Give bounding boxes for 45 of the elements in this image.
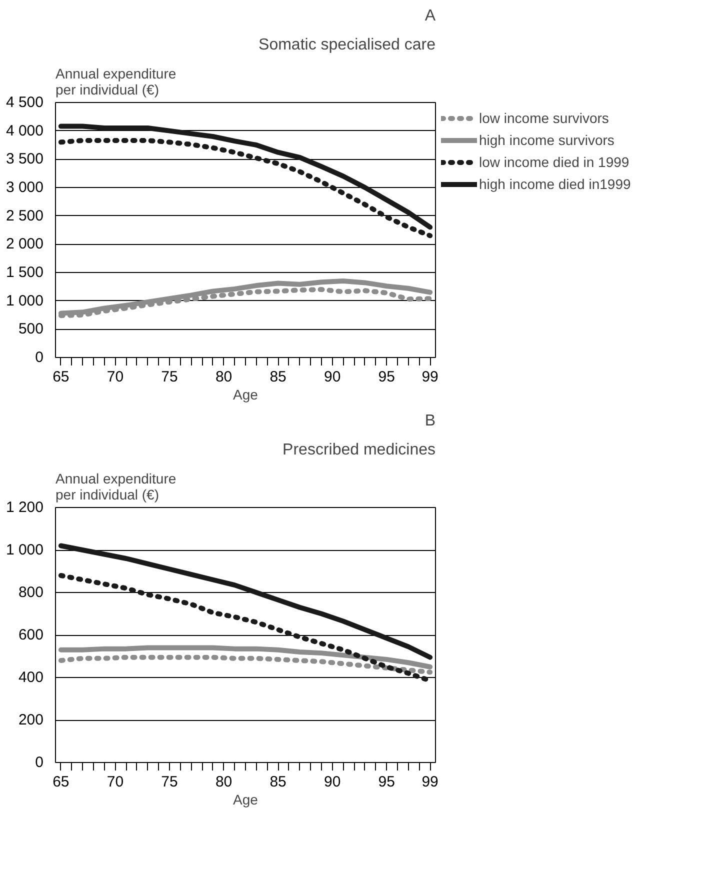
y-axis-title: Annual expenditure per individual (€)	[56, 470, 176, 502]
y-tick-label: 0	[35, 754, 44, 771]
x-tick-label: 75	[161, 774, 178, 790]
y-tick-label: 4 000	[6, 122, 44, 140]
text: B	[424, 412, 436, 430]
x-tick-label: 70	[106, 774, 124, 790]
y-tick-label: 400	[18, 669, 44, 686]
x-axis-title: Age	[233, 386, 258, 402]
x-axis-title: Age	[233, 792, 258, 808]
y-tick-label: 0	[35, 349, 44, 366]
x-tick-label: 85	[270, 774, 286, 790]
y-tick-label: 3 500	[6, 150, 44, 168]
y-tick-label: 600	[18, 626, 44, 644]
legend-label: low income survivors	[479, 110, 609, 126]
x-tick-label: 99	[422, 368, 438, 386]
y-tick-label: 2 500	[6, 207, 44, 224]
y-tick-label: 1 000	[6, 292, 44, 310]
x-tick-label: 75	[161, 368, 178, 386]
chart-title: Prescribed medicines	[282, 442, 436, 458]
x-tick-label: 80	[215, 368, 232, 386]
x-tick-label: 95	[378, 368, 395, 386]
legend-label: high income survivors	[479, 132, 614, 148]
y-tick-label: 500	[18, 320, 44, 338]
y-tick-label: 3 000	[6, 179, 44, 196]
legend-label: low income died in 1999	[479, 154, 630, 170]
text: A	[424, 8, 436, 24]
y-tick-label: 1 200	[6, 499, 44, 516]
x-tick-label: 99	[422, 774, 438, 790]
x-tick-label: 90	[324, 774, 341, 790]
x-tick-label: 70	[106, 368, 124, 386]
chart-title: Somatic specialised care	[258, 36, 436, 54]
x-tick-label: 85	[270, 368, 286, 386]
x-tick-label: 80	[215, 774, 232, 790]
x-tick-label: 90	[324, 368, 341, 386]
x-tick-label: 95	[378, 774, 395, 790]
y-tick-label: 1 000	[6, 542, 44, 558]
y-tick-label: 800	[18, 584, 44, 601]
x-tick-label: 65	[52, 368, 70, 386]
legend-label: high income died in1999	[479, 176, 631, 192]
y-tick-label: 200	[18, 712, 44, 728]
y-axis-title: Annual expenditure per individual (€)	[56, 66, 176, 98]
x-tick-label: 65	[52, 774, 70, 790]
y-tick-label: 4 500	[6, 94, 44, 111]
y-tick-label: 1 500	[6, 264, 44, 281]
y-tick-label: 2 000	[6, 236, 44, 253]
